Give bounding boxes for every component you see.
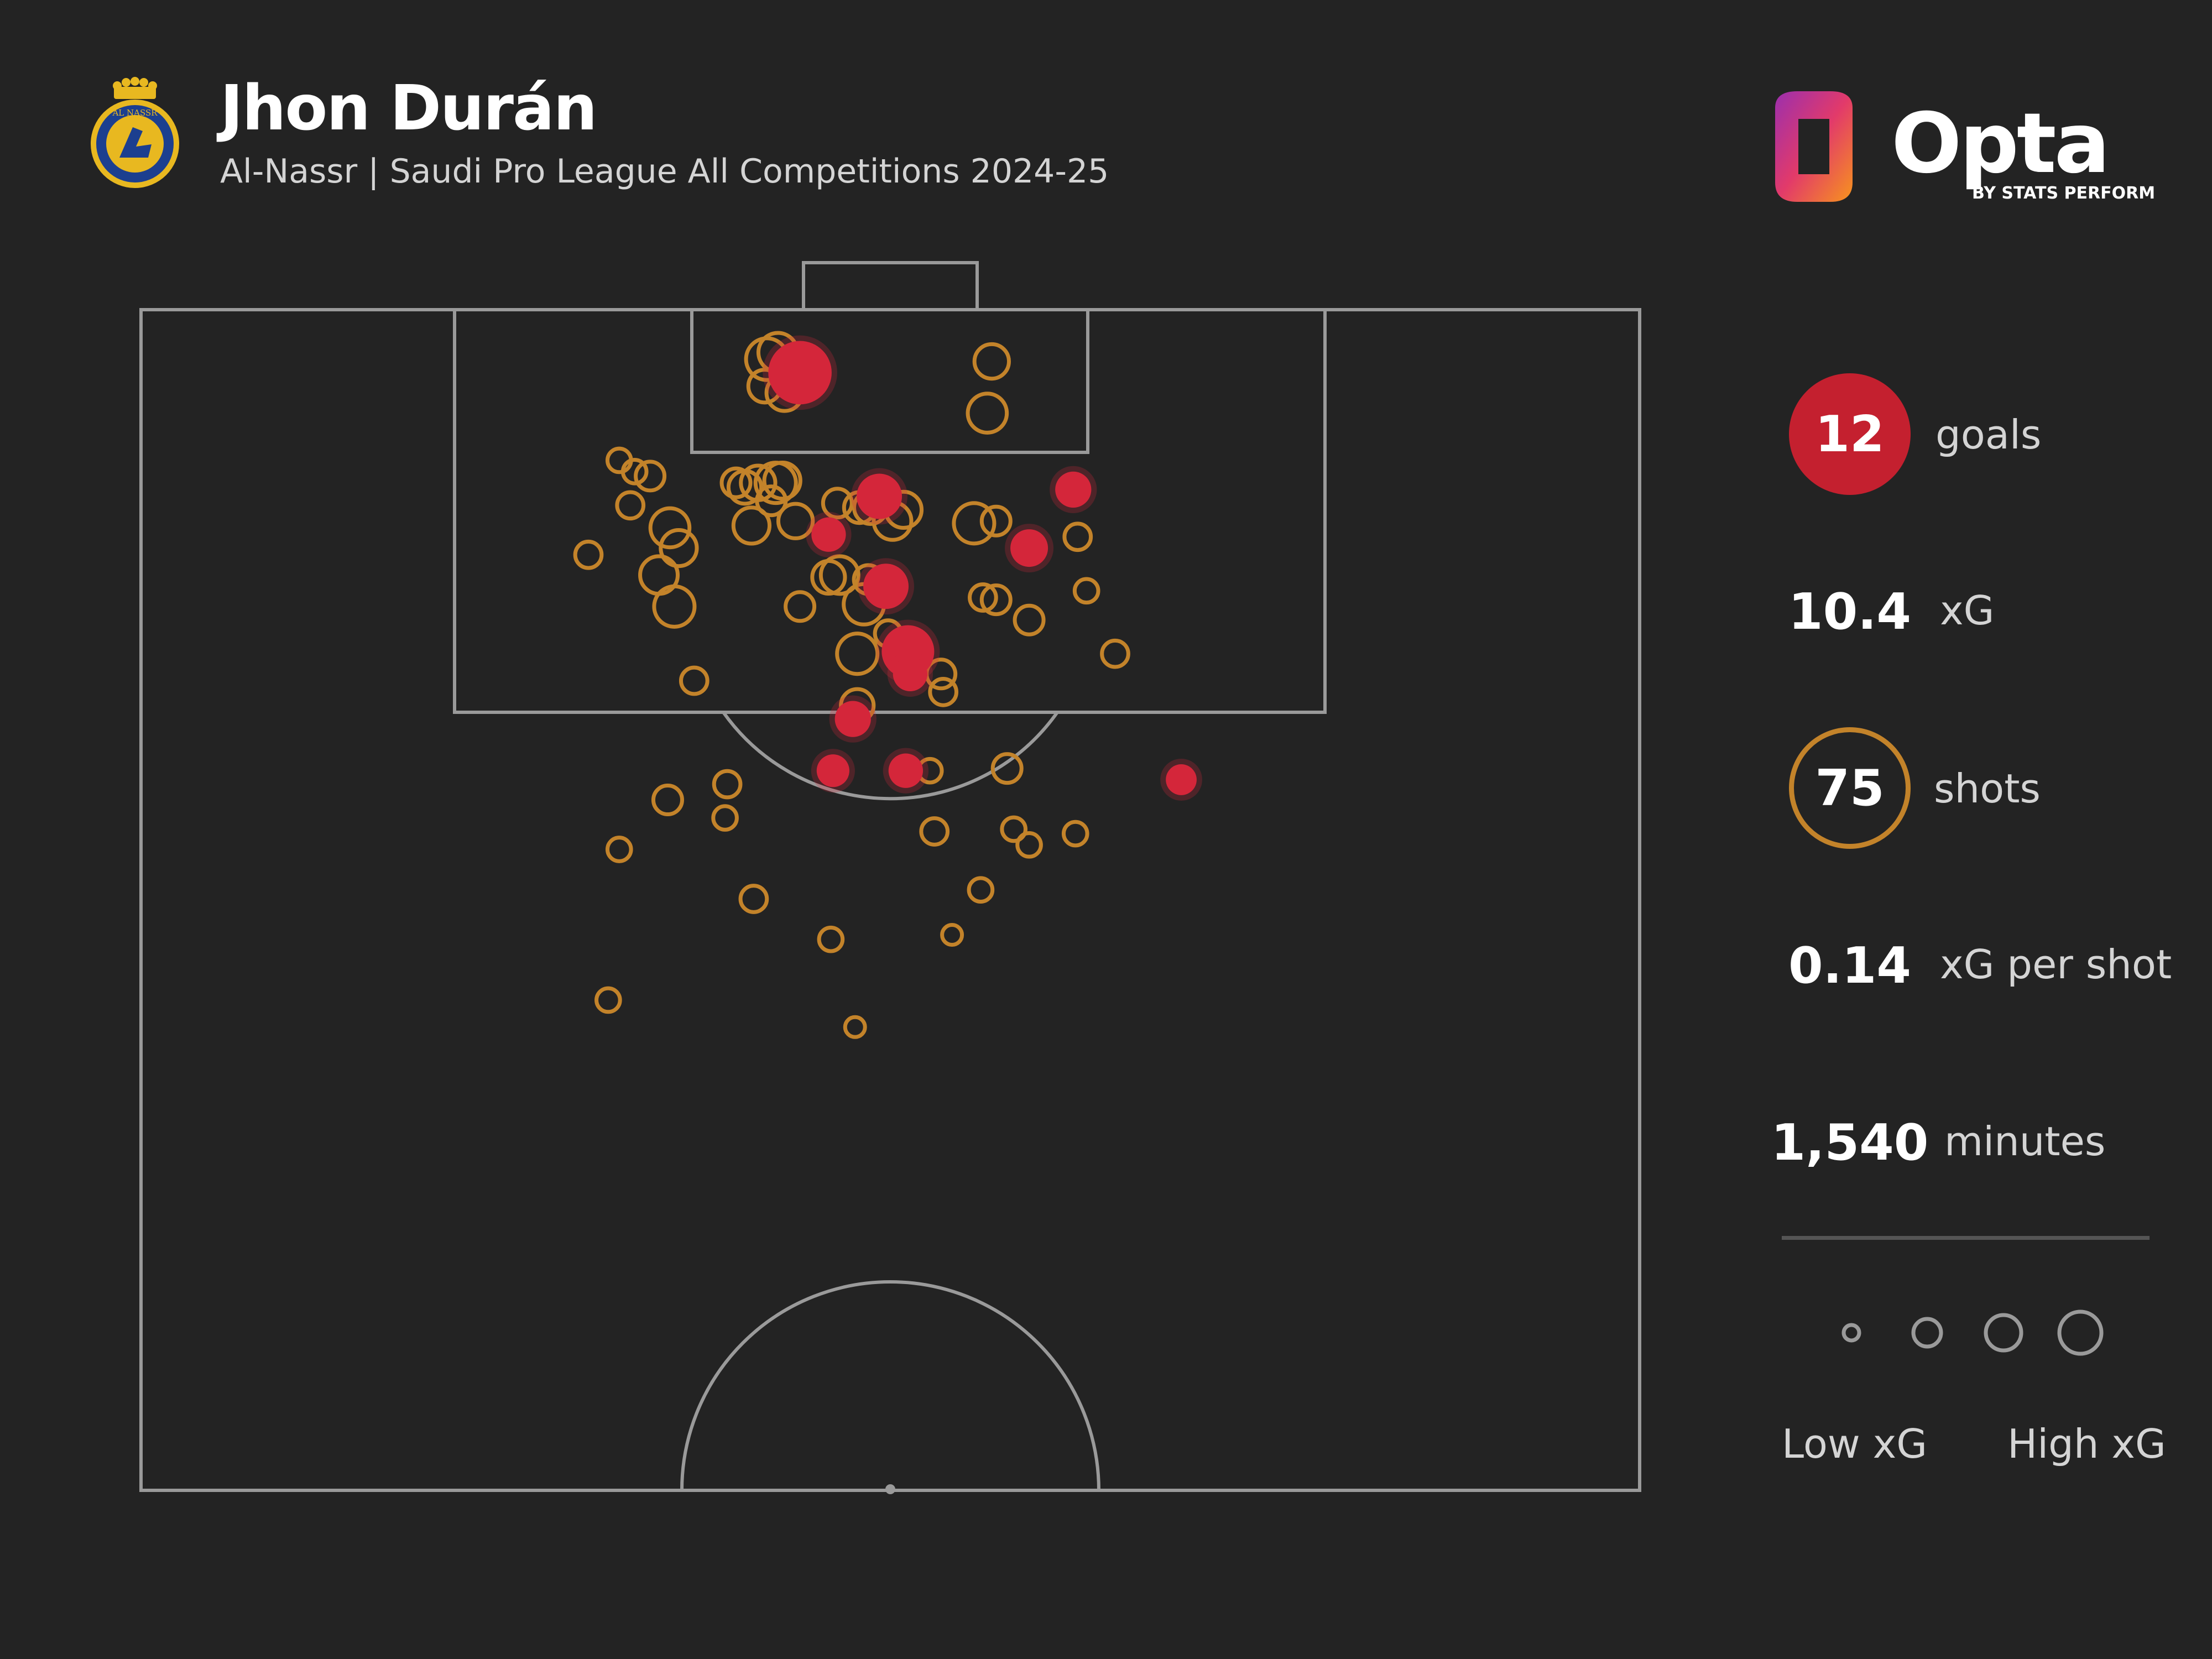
opta-logo-icon bbox=[1775, 91, 1853, 202]
shot-marker bbox=[919, 816, 950, 847]
shot-marker bbox=[738, 884, 769, 914]
shot-marker bbox=[605, 836, 633, 863]
shot-marker bbox=[821, 487, 854, 520]
penalty-arc bbox=[722, 711, 1059, 801]
center-spot bbox=[885, 1484, 895, 1494]
shot-marker bbox=[711, 804, 739, 832]
page-title: Jhon Durán bbox=[220, 72, 597, 144]
club-crest-icon: AL NASSR bbox=[91, 77, 179, 188]
shot-marker bbox=[719, 466, 753, 499]
shot-marker bbox=[762, 460, 802, 501]
shot-marker bbox=[968, 582, 998, 613]
brand-sub: BY STATS PERFORM bbox=[1972, 184, 2156, 203]
shot-marker bbox=[835, 632, 880, 676]
xg-size-legend bbox=[1841, 1310, 2104, 1356]
minutes-value: 1,540 bbox=[1771, 1114, 1929, 1172]
shot-marker bbox=[634, 460, 667, 493]
crest-text: AL NASSR bbox=[112, 108, 158, 118]
shot-marker bbox=[573, 539, 604, 570]
legend-size-2 bbox=[1911, 1317, 1943, 1349]
shot-marker bbox=[652, 584, 697, 629]
goals-value: 12 bbox=[1815, 405, 1885, 463]
goal-marker bbox=[888, 753, 924, 788]
minutes-label: minutes bbox=[1944, 1118, 2106, 1165]
shot-marker bbox=[952, 501, 997, 546]
goal-marker bbox=[816, 754, 849, 787]
shots-badge: 75 bbox=[1789, 727, 1911, 849]
goal-marker bbox=[834, 701, 871, 737]
goal-marker bbox=[893, 656, 928, 691]
shot-marker bbox=[679, 665, 709, 696]
shot-map bbox=[139, 261, 1641, 1494]
goal-marker bbox=[863, 564, 909, 609]
shot-marker bbox=[784, 590, 817, 623]
legend-size-3 bbox=[1984, 1313, 2023, 1353]
goal-marker bbox=[1010, 529, 1048, 567]
goal-marker bbox=[811, 517, 846, 552]
brand-name: Opta bbox=[1891, 96, 2110, 192]
shot-marker bbox=[620, 457, 649, 486]
shot-marker bbox=[843, 1015, 867, 1039]
goal bbox=[802, 261, 979, 311]
legend-low-label: Low xG bbox=[1782, 1421, 1928, 1467]
shot-marker bbox=[594, 986, 622, 1014]
shot-marker bbox=[1013, 603, 1046, 637]
goal-marker bbox=[1166, 764, 1197, 795]
xg-value: 10.4 bbox=[1788, 583, 1912, 641]
goal-marker bbox=[857, 473, 902, 519]
shot-marker bbox=[659, 528, 699, 568]
shot-marker bbox=[755, 484, 788, 518]
shots-label: shots bbox=[1934, 765, 2041, 812]
shot-marker bbox=[648, 506, 692, 550]
legend-size-4 bbox=[2057, 1310, 2104, 1356]
xg-per-shot-value: 0.14 bbox=[1788, 937, 1912, 995]
shot-marker bbox=[712, 769, 743, 800]
shot-marker bbox=[818, 554, 860, 596]
legend-high-label: High xG bbox=[2007, 1421, 2166, 1467]
goals-badge: 12 bbox=[1789, 373, 1911, 495]
shot-marker bbox=[731, 505, 772, 546]
goals-label: goals bbox=[1936, 411, 2042, 458]
legend-size-1 bbox=[1841, 1323, 1861, 1343]
shot-marker bbox=[1000, 815, 1027, 843]
shot-marker bbox=[1062, 521, 1093, 552]
goal-marker bbox=[768, 341, 832, 405]
page-subtitle: Al-Nassr | Saudi Pro League All Competit… bbox=[220, 152, 1109, 191]
shot-marker bbox=[990, 752, 1024, 785]
center-circle bbox=[680, 1280, 1100, 1491]
shots-value: 75 bbox=[1815, 759, 1885, 817]
shot-marker bbox=[817, 925, 845, 953]
shot-marker bbox=[966, 392, 1009, 435]
shot-marker bbox=[1015, 831, 1043, 859]
stats-divider bbox=[1782, 1236, 2150, 1240]
shot-marker bbox=[972, 342, 1011, 381]
shot-marker bbox=[979, 504, 1013, 538]
xg-per-shot-label: xG per shot bbox=[1940, 941, 2172, 988]
xg-label: xG bbox=[1940, 587, 1995, 634]
shot-marker bbox=[1061, 820, 1089, 848]
shot-marker bbox=[979, 583, 1013, 617]
shot-marker bbox=[928, 676, 959, 707]
shot-marker bbox=[776, 502, 815, 540]
goal-marker bbox=[1055, 471, 1092, 508]
shot-marker bbox=[1072, 577, 1100, 605]
shot-marker bbox=[615, 490, 646, 521]
shot-marker bbox=[1100, 638, 1130, 669]
shot-marker bbox=[967, 876, 995, 904]
shot-marker bbox=[651, 784, 684, 817]
shot-marker bbox=[940, 923, 964, 947]
